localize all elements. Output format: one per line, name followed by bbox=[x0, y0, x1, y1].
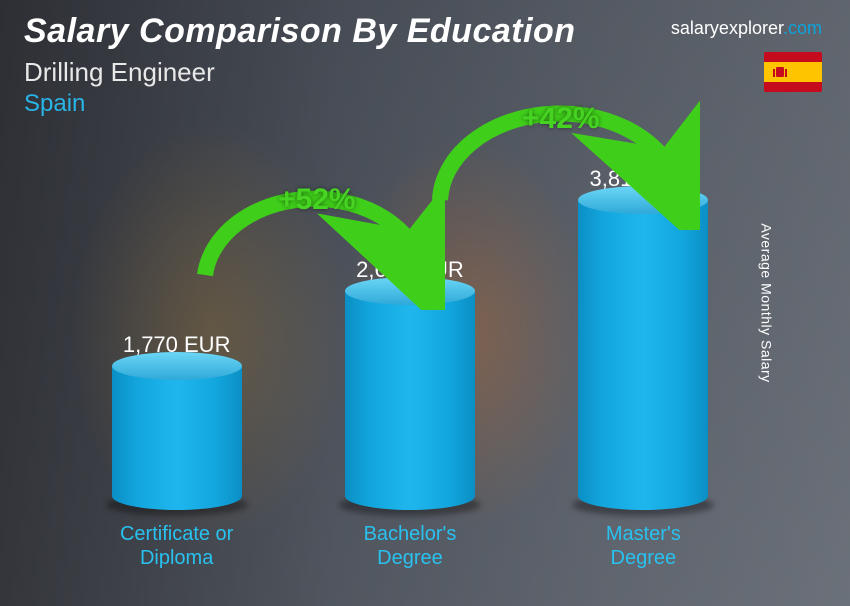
bar-3d bbox=[578, 200, 708, 510]
y-axis-label: Average Monthly Salary bbox=[758, 223, 774, 382]
job-title: Drilling Engineer bbox=[24, 57, 826, 88]
brand-name: salaryexplorer bbox=[671, 18, 783, 38]
flag-icon bbox=[764, 52, 822, 92]
brand-suffix: .com bbox=[783, 18, 822, 38]
x-axis-label: Master'sDegree bbox=[543, 522, 743, 570]
x-axis-labels: Certificate orDiploma Bachelor'sDegree Mas… bbox=[60, 522, 760, 570]
country-name: Spain bbox=[24, 90, 826, 118]
bar-3d bbox=[345, 291, 475, 510]
bar-column: 1,770 EUR bbox=[77, 332, 277, 510]
brand-logo-text: salaryexplorer.com bbox=[671, 18, 822, 39]
x-axis-label: Bachelor'sDegree bbox=[310, 522, 510, 570]
increase-arc-1 bbox=[185, 150, 445, 310]
x-axis-label: Certificate orDiploma bbox=[77, 522, 277, 570]
bar-3d bbox=[112, 366, 242, 510]
increase-label-1: +52% bbox=[278, 183, 356, 217]
